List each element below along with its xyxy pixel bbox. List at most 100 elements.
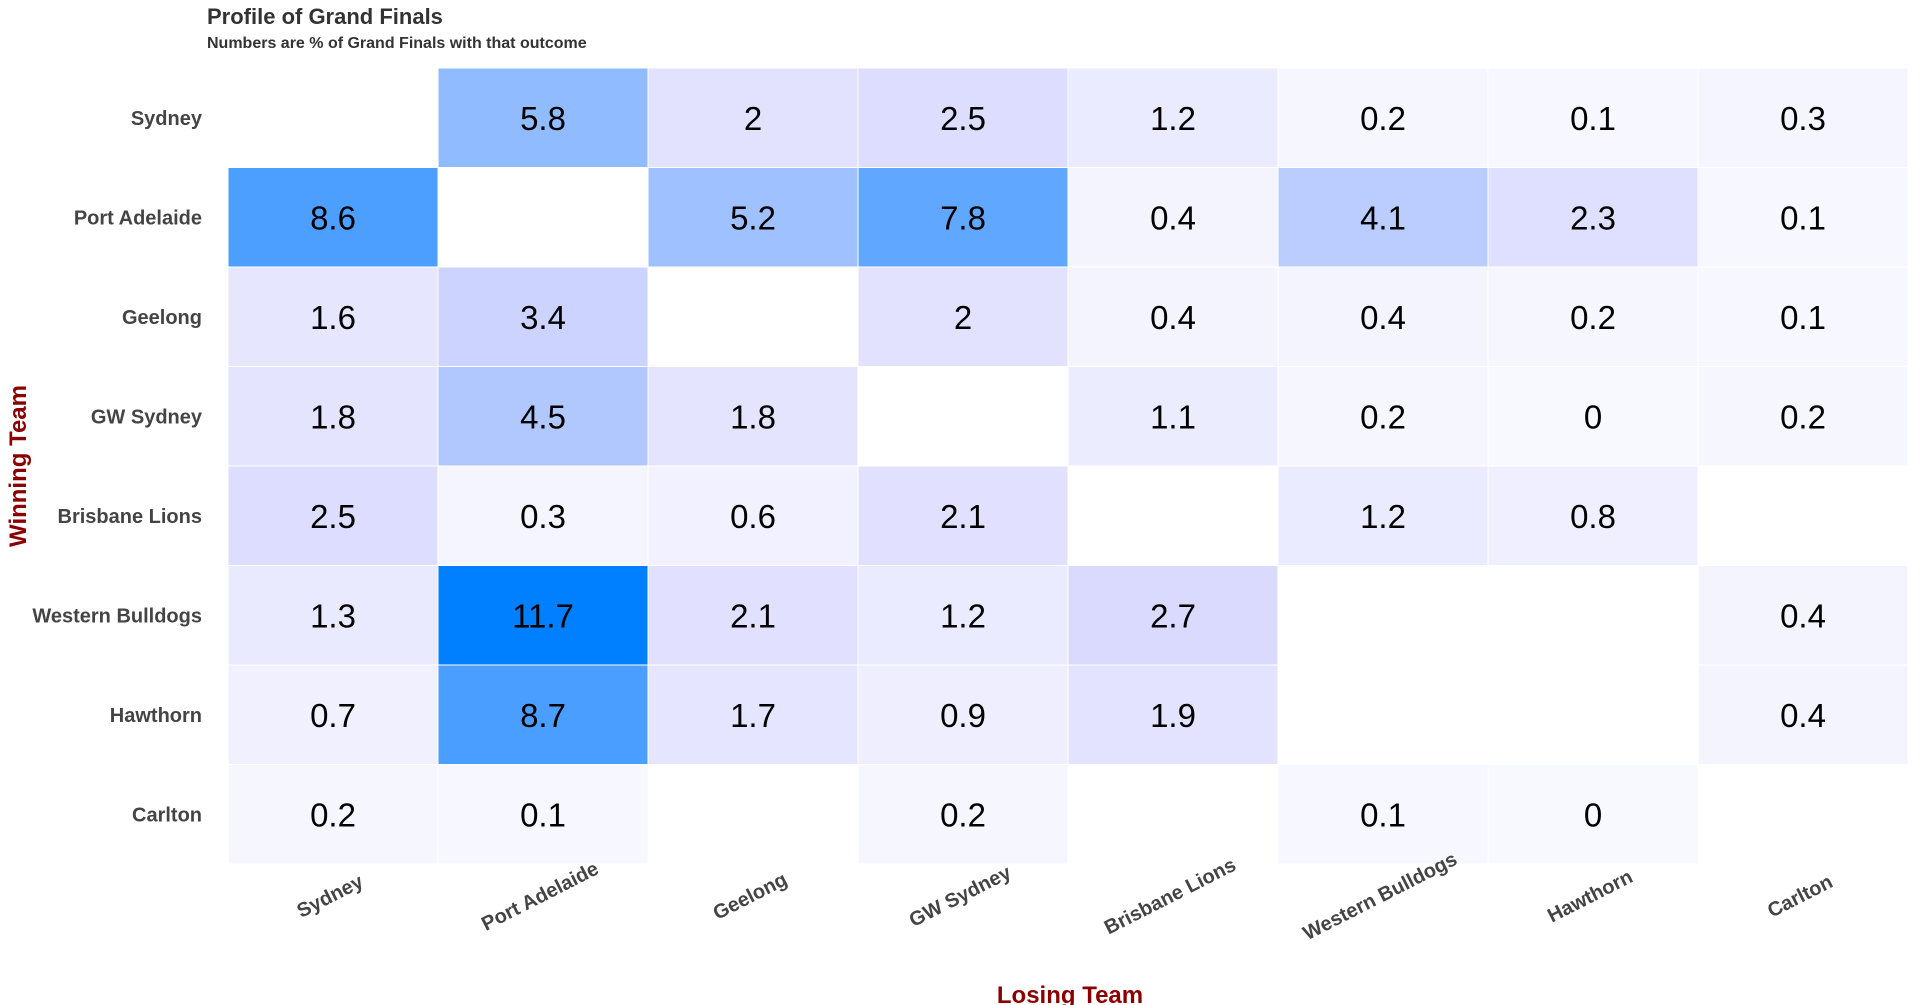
cell-value-label: 3.4 [520,299,566,336]
heatmap-cell [227,764,439,865]
heatmap-cell [437,266,649,367]
heatmap-cell [647,366,859,467]
cell-value-label: 4.5 [520,398,566,435]
heatmap-cell [857,167,1069,268]
cell-value-label: 8.7 [520,697,566,734]
heatmap-cell [1487,366,1699,467]
heatmap-cell [1487,465,1699,566]
heatmap-cell [647,664,859,765]
heatmap-cell [1277,67,1489,168]
cell-value-label: 2.5 [310,498,356,535]
cell-value-label: 0.2 [1360,398,1406,435]
heatmap-cell [1697,266,1909,367]
cell-value-label: 0.2 [940,796,986,833]
x-tick-label: Hawthorn [1544,866,1636,927]
heatmap-cell [1487,764,1699,865]
heatmap-cell [1697,664,1909,765]
heatmap-cell [227,565,439,666]
heatmap-cell [1067,366,1279,467]
cell-value-label: 1.3 [310,597,356,634]
cell-value-label: 2.1 [940,498,986,535]
heatmap-cell [437,764,649,865]
cell-value-label: 0.3 [520,498,566,535]
cell-value-label: 0 [1584,796,1602,833]
cell-value-label: 2.7 [1150,597,1196,634]
heatmap-cell [1487,67,1699,168]
cell-value-label: 1.7 [730,697,776,734]
heatmap-cell [857,764,1069,865]
heatmap-cell [1067,67,1279,168]
x-tick-label: Brisbane Lions [1101,854,1240,939]
heatmap-cell-labels: 5.8 2 2.5 1.2 0.2 0.1 0.3 8.6 5.2 7.8 0.4 4.1 2.3 0.1… [310,100,1826,834]
cell-value-label: 0.2 [1570,299,1616,336]
y-tick-label: Sydney [131,108,203,130]
cell-value-label: 2.1 [730,597,776,634]
cell-value-label: 0.4 [1360,299,1406,336]
cell-value-label: 1.6 [310,299,356,336]
heatmap-cell [227,167,439,268]
heatmap-cell [857,565,1069,666]
cell-value-label: 0.6 [730,498,776,535]
heatmap-cell [857,67,1069,168]
cell-value-label: 11.7 [512,597,574,634]
cell-value-label: 1.2 [1150,100,1196,137]
cell-value-label: 2 [954,299,972,336]
cell-value-label: 0 [1584,398,1602,435]
heatmap-cell [647,167,859,268]
y-tick-label: Carlton [132,804,202,826]
heatmap-cell [1697,167,1909,268]
cell-value-label: 5.8 [520,100,566,137]
heatmap-cell [647,67,859,168]
y-axis-title: Winning Team [5,385,32,547]
heatmap-cell [1277,764,1489,865]
cell-value-label: 0.2 [1780,398,1826,435]
heatmap-cell [1067,266,1279,367]
cell-value-label: 0.1 [1780,199,1826,236]
cell-value-label: 0.1 [520,796,566,833]
cell-value-label: 2 [744,100,762,137]
heatmap-cell [647,565,859,666]
cell-value-label: 1.8 [730,398,776,435]
cell-value-label: 0.8 [1570,498,1616,535]
heatmap-cell [227,266,439,367]
cell-value-label: 4.1 [1360,199,1406,236]
y-tick-label: Hawthorn [110,705,202,727]
cell-value-label: 1.2 [940,597,986,634]
cell-value-label: 1.9 [1150,697,1196,734]
cell-value-label: 0.3 [1780,100,1826,137]
cell-value-label: 0.1 [1780,299,1826,336]
heatmap-cell [227,465,439,566]
cell-value-label: 0.1 [1360,796,1406,833]
cell-value-label: 8.6 [310,199,356,236]
cell-value-label: 0.4 [1780,597,1826,634]
heatmap-cell [1067,664,1279,765]
x-tick-label: Carlton [1764,871,1836,922]
heatmap-cell [1697,565,1909,666]
cell-value-label: 5.2 [730,199,776,236]
cell-value-label: 0.4 [1150,299,1196,336]
cell-value-label: 1.8 [310,398,356,435]
cell-value-label: 7.8 [940,199,986,236]
heatmap-cell [437,664,649,765]
cell-value-label: 2.3 [1570,199,1616,236]
heatmap-cell [1277,266,1489,367]
cell-value-label: 2.5 [940,100,986,137]
y-tick-label: Geelong [122,307,202,329]
heatmap-cell [857,266,1069,367]
heatmap-cell [1067,565,1279,666]
y-tick-label: Port Adelaide [74,207,202,229]
y-axis-ticks: Sydney Port Adelaide Geelong GW Sydney Brisb… [32,108,203,827]
cell-value-label: 0.2 [310,796,356,833]
x-tick-label: Sydney [294,870,368,922]
heatmap-cell [1697,366,1909,467]
heatmap-cell [647,465,859,566]
heatmap-cell [437,366,649,467]
x-tick-label: Geelong [710,869,791,925]
cell-value-label: 0.7 [310,697,356,734]
chart-title: Profile of Grand Finals [207,4,443,29]
chart-subtitle: Numbers are % of Grand Finals with that … [207,35,587,52]
cell-value-label: 1.2 [1360,498,1406,535]
cell-value-label: 0.4 [1780,697,1826,734]
cell-value-label: 0.9 [940,697,986,734]
heatmap-cell [227,366,439,467]
